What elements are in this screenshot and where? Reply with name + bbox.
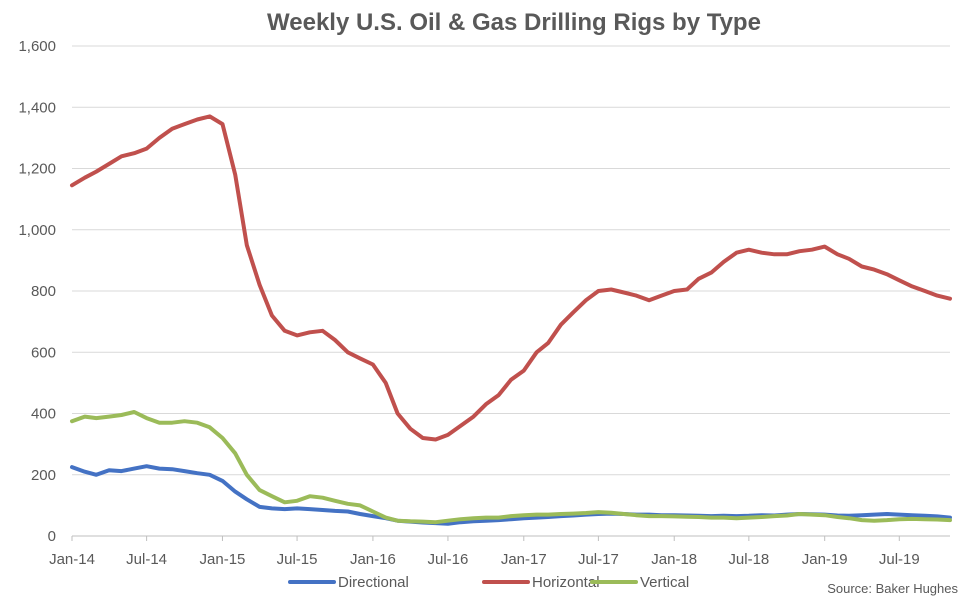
y-tick-label: 1,000: [18, 222, 56, 239]
x-tick-label: Jan-18: [651, 551, 697, 568]
x-axis: Jan-14 Jul-14 Jan-15 Jul-15 Jan-16 Jul-16 Jan-…: [49, 535, 950, 568]
x-tick-label: Jul-16: [428, 551, 469, 568]
x-tick-label: Jan-17: [501, 551, 547, 568]
source-note: Source: Baker Hughes: [827, 581, 958, 596]
x-tick-label: Jul-15: [277, 551, 318, 568]
chart-title: Weekly U.S. Oil & Gas Drilling Rigs by T…: [267, 9, 761, 36]
legend-label-vertical: Vertical: [640, 574, 689, 591]
x-tick-label: Jan-15: [200, 551, 246, 568]
x-tick-label: Jul-18: [728, 551, 769, 568]
y-tick-label: 200: [31, 467, 56, 484]
y-tick-label: 600: [31, 344, 56, 361]
series-line-vertical: [70, 410, 952, 525]
series-line-horizontal: [70, 114, 952, 442]
legend-label-directional: Directional: [338, 574, 409, 591]
x-tick-label: Jul-17: [578, 551, 619, 568]
y-tick-label: 1,600: [18, 38, 56, 55]
y-tick-label: 0: [48, 528, 56, 545]
y-tick-label: 1,400: [18, 99, 56, 116]
y-axis: 0 200 400 600 800 1,000 1,200 1,400 1,600: [18, 38, 56, 545]
x-tick-label: Jan-14: [49, 551, 95, 568]
legend: Directional Horizontal Vertical: [288, 574, 689, 591]
gridlines: [72, 45, 950, 537]
x-tick-label: Jul-14: [126, 551, 167, 568]
y-tick-label: 400: [31, 406, 56, 423]
x-tick-label: Jan-19: [802, 551, 848, 568]
y-tick-label: 1,200: [18, 161, 56, 178]
x-tick-label: Jul-19: [879, 551, 920, 568]
legend-label-horizontal: Horizontal: [532, 574, 600, 591]
series-lines: [70, 114, 952, 526]
x-tick-label: Jan-16: [350, 551, 396, 568]
y-tick-label: 800: [31, 283, 56, 300]
